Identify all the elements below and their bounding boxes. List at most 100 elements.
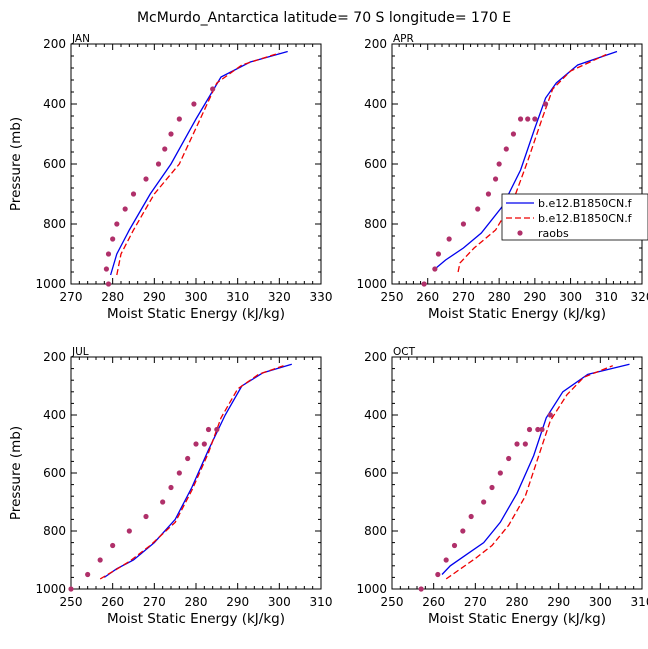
- series-line-2: [99, 365, 284, 580]
- y-tick-label: 600: [43, 157, 66, 171]
- raobs-point: [110, 542, 116, 549]
- y-tick-label: 400: [364, 97, 387, 111]
- raobs-point: [85, 571, 91, 578]
- y-tick-label: 600: [364, 466, 387, 480]
- raobs-point: [525, 116, 531, 122]
- y-tick-label: 200: [364, 350, 387, 364]
- x-tick-label: 270: [143, 595, 166, 609]
- raobs-point: [176, 470, 182, 476]
- x-axis-label: Moist Static Energy (kJ/kg): [428, 306, 606, 322]
- x-tick-label: 300: [185, 290, 208, 304]
- y-tick-label: 1000: [35, 277, 66, 291]
- y-tick-label: 400: [43, 97, 66, 111]
- raobs-point: [489, 484, 495, 491]
- raobs-point: [492, 176, 499, 182]
- legend-label: b.e12.B1850CN.f: [538, 212, 633, 225]
- raobs-point: [446, 236, 452, 242]
- plot-frame: [70, 43, 322, 285]
- raobs-point: [418, 586, 424, 592]
- raobs-point: [510, 131, 517, 137]
- legend-label: b.e12.B1850CN.f: [538, 197, 633, 210]
- x-axis-label: Moist Static Energy (kJ/kg): [107, 306, 285, 322]
- panel-label: APR: [393, 33, 414, 45]
- raobs-point: [68, 586, 74, 592]
- raobs-point: [443, 557, 449, 563]
- raobs-point: [526, 426, 533, 433]
- legend-swatch-raobs: [517, 230, 523, 236]
- raobs-point: [435, 571, 441, 578]
- raobs-point: [110, 236, 116, 242]
- raobs-point: [517, 116, 524, 122]
- raobs-point: [435, 251, 442, 257]
- y-tick-label: 1000: [356, 582, 387, 596]
- panel-jul: 250 260 270 280 290 300 310 200 400 600 800 1000 JUL…: [8, 346, 332, 627]
- x-tick-label: 280: [506, 595, 529, 609]
- raobs-point: [205, 426, 212, 433]
- raobs-point: [432, 266, 438, 272]
- x-tick-label: 310: [595, 290, 618, 304]
- raobs-point: [155, 161, 162, 167]
- y-tick-label: 800: [43, 524, 66, 538]
- raobs-point: [162, 146, 168, 152]
- series-line-1: [103, 363, 292, 578]
- y-axis-label: Pressure (mb): [8, 426, 24, 520]
- x-tick-label: 250: [381, 595, 404, 609]
- raobs-point: [460, 221, 467, 227]
- raobs-point: [126, 528, 132, 534]
- x-tick-label: 270: [464, 595, 487, 609]
- plot-frame: [391, 43, 643, 285]
- x-tick-label: 280: [185, 595, 208, 609]
- x-tick-label: 290: [226, 595, 249, 609]
- x-tick-label: 290: [143, 290, 166, 304]
- series-line-2: [445, 365, 614, 580]
- x-tick-label: 250: [60, 595, 83, 609]
- raobs-point: [532, 116, 538, 122]
- raobs-point: [105, 251, 112, 257]
- raobs-point: [168, 131, 174, 137]
- x-tick-label: 330: [310, 290, 333, 304]
- x-tick-label: 320: [631, 290, 648, 304]
- x-tick-label: 300: [559, 290, 582, 304]
- raobs-point: [514, 441, 520, 447]
- x-tick-label: 280: [488, 290, 511, 304]
- raobs-point: [176, 116, 182, 122]
- x-tick-label: 300: [589, 595, 612, 609]
- y-tick-label: 200: [43, 37, 66, 51]
- panel-label: JAN: [71, 33, 90, 45]
- y-axis-label: Pressure (mb): [8, 117, 24, 211]
- x-tick-label: 280: [101, 290, 124, 304]
- y-tick-label: 200: [43, 350, 66, 364]
- raobs-point: [485, 191, 492, 197]
- x-tick-label: 260: [416, 290, 439, 304]
- raobs-point: [160, 499, 166, 505]
- x-tick-label: 310: [310, 595, 333, 609]
- raobs-point: [503, 146, 509, 152]
- series-line-2: [457, 53, 607, 273]
- raobs-point: [114, 221, 120, 227]
- raobs-point: [201, 441, 207, 447]
- x-tick-label: 260: [422, 595, 445, 609]
- series-line-1: [434, 50, 618, 270]
- raobs-point: [168, 484, 174, 491]
- x-axis-label: Moist Static Energy (kJ/kg): [107, 611, 285, 627]
- panel-oct: 250 260 270 280 290 300 310 200 400 600 800 1000 OCT…: [356, 346, 648, 627]
- raobs-point: [451, 542, 458, 549]
- raobs-point: [468, 513, 474, 520]
- x-tick-label: 300: [268, 595, 291, 609]
- x-tick-label: 310: [226, 290, 249, 304]
- raobs-point: [122, 206, 128, 212]
- raobs-point: [547, 412, 553, 418]
- raobs-point: [103, 266, 110, 272]
- raobs-point: [421, 281, 427, 287]
- y-tick-label: 800: [364, 217, 387, 231]
- plot-frame: [391, 356, 643, 590]
- panel-label: OCT: [393, 346, 416, 358]
- x-tick-label: 310: [631, 595, 648, 609]
- plot-frame: [70, 356, 322, 590]
- raobs-point: [97, 557, 103, 563]
- y-tick-label: 800: [43, 217, 66, 231]
- x-axis-label: Moist Static Energy (kJ/kg): [428, 611, 606, 627]
- x-tick-label: 320: [268, 290, 291, 304]
- raobs-point: [185, 455, 191, 462]
- raobs-point: [105, 281, 112, 287]
